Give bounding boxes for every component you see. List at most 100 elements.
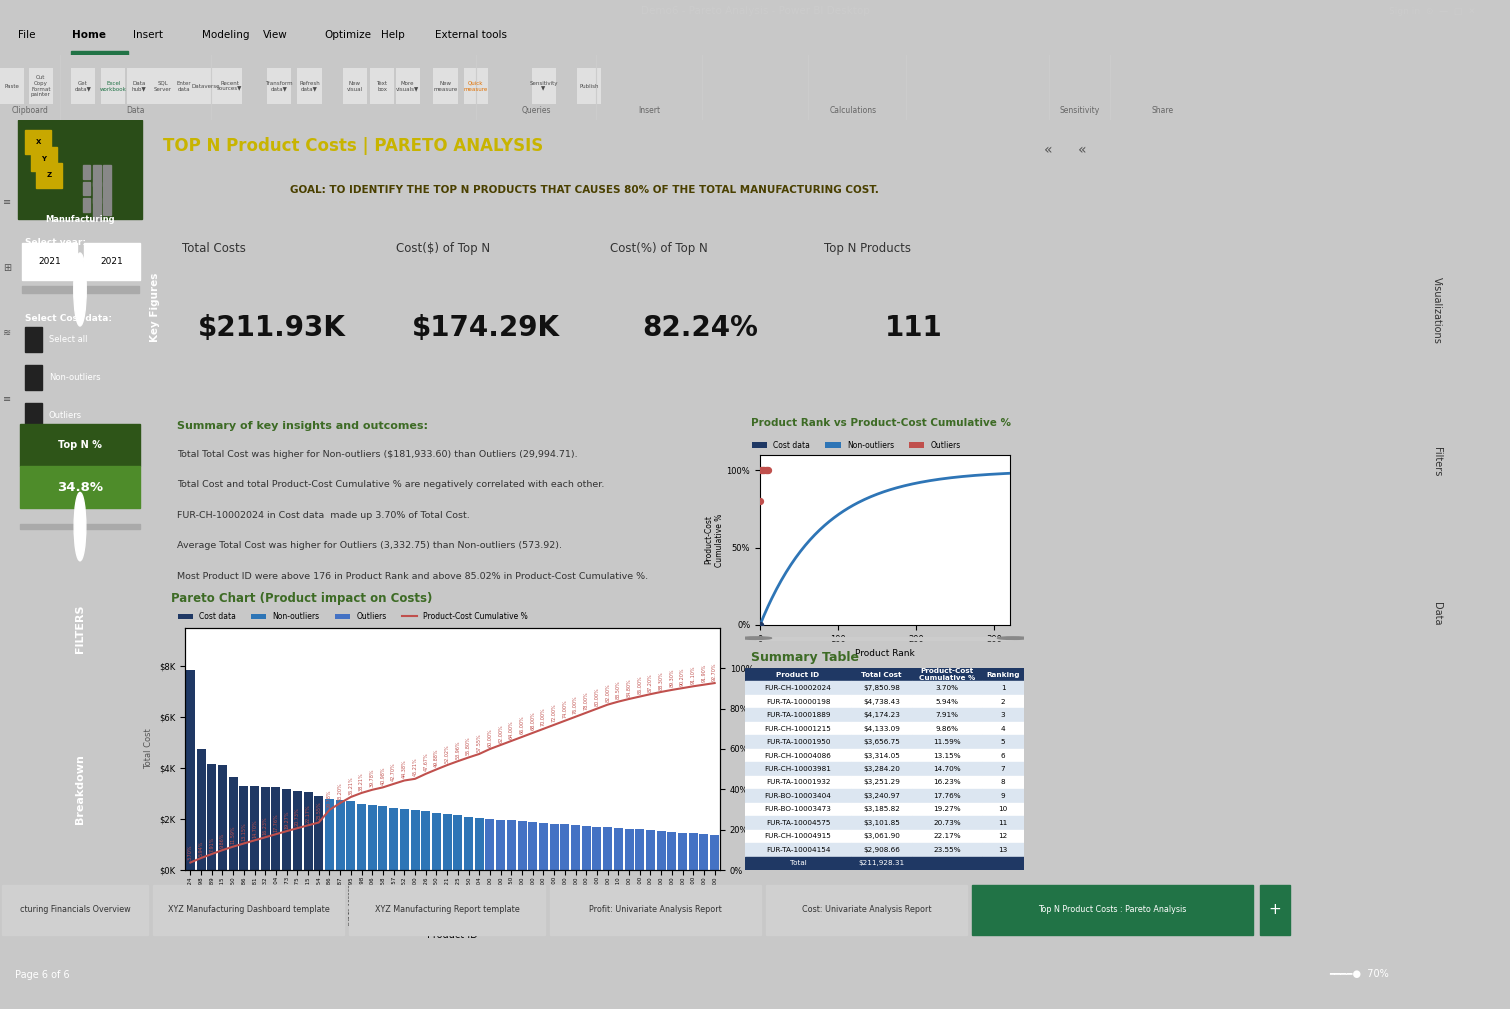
Text: 9.86%: 9.86% <box>936 725 959 732</box>
Bar <box>71 68 95 104</box>
Bar <box>20 524 140 529</box>
Bar <box>852 681 912 695</box>
Bar <box>390 807 399 870</box>
Text: 7.91%: 7.91% <box>936 712 959 718</box>
Text: Most Product ID were above 176 in Product Rank and above 85.02% in Product-Cost : Most Product ID were above 176 in Produc… <box>177 572 648 581</box>
Text: 91.10%: 91.10% <box>690 665 696 684</box>
Text: Top N %: Top N % <box>57 440 103 450</box>
Text: XYZ Manufacturing Dashboard template: XYZ Manufacturing Dashboard template <box>168 905 329 914</box>
Text: 38.21%: 38.21% <box>359 772 364 790</box>
Text: $3,061.90: $3,061.90 <box>864 833 900 839</box>
Bar <box>239 786 249 870</box>
Bar <box>251 786 260 870</box>
Bar <box>646 830 655 870</box>
Text: Transform
data▼: Transform data▼ <box>266 81 293 92</box>
Point <box>753 462 778 478</box>
Bar <box>193 68 217 104</box>
Bar <box>21 287 139 293</box>
Bar <box>71 51 128 55</box>
Text: 57.55%: 57.55% <box>477 733 482 752</box>
Text: FUR-CH-10002024: FUR-CH-10002024 <box>764 685 832 691</box>
Bar <box>613 828 624 870</box>
Text: Recent
sources▼: Recent sources▼ <box>217 81 242 92</box>
Bar <box>282 789 291 870</box>
Circle shape <box>998 637 1028 640</box>
Point <box>752 462 776 478</box>
Bar <box>982 681 1024 695</box>
Text: 19.27%: 19.27% <box>284 810 288 828</box>
Bar <box>912 695 982 708</box>
Text: $4,738.43: $4,738.43 <box>864 698 900 704</box>
Text: 1: 1 <box>1001 685 1006 691</box>
Bar <box>744 857 852 870</box>
Text: FUR-TA-10001950: FUR-TA-10001950 <box>766 739 831 745</box>
Bar <box>852 762 912 776</box>
Bar <box>912 844 982 857</box>
Text: 36.21%: 36.21% <box>349 776 353 794</box>
Point <box>747 616 772 633</box>
Point <box>755 462 779 478</box>
Text: Sensitivity
▼: Sensitivity ▼ <box>530 81 557 92</box>
Text: $3,656.75: $3,656.75 <box>864 739 900 745</box>
Text: Filters: Filters <box>1431 447 1442 476</box>
Text: 16.23%: 16.23% <box>263 816 267 834</box>
Text: Total Cost: Total Cost <box>862 672 901 678</box>
Text: Optimize: Optimize <box>325 30 371 40</box>
Bar <box>186 670 195 870</box>
Text: 64.00%: 64.00% <box>509 719 513 739</box>
Text: Sensitivity: Sensitivity <box>1060 106 1099 115</box>
Text: 4: 4 <box>1001 725 1006 732</box>
Text: Queries: Queries <box>521 106 551 115</box>
Bar <box>550 885 761 935</box>
Text: Clipboard: Clipboard <box>12 106 48 115</box>
Bar <box>982 816 1024 829</box>
Bar <box>982 695 1024 708</box>
Bar <box>464 68 488 104</box>
Text: Data: Data <box>1431 602 1442 626</box>
Bar <box>497 819 506 870</box>
Text: Demo6 - Pareto Analysis - Power BI Desktop: Demo6 - Pareto Analysis - Power BI Deskt… <box>640 6 870 16</box>
Circle shape <box>741 637 772 640</box>
Bar <box>103 199 112 215</box>
Bar <box>852 721 912 736</box>
Text: 2: 2 <box>1001 698 1006 704</box>
Text: 7: 7 <box>1001 766 1006 772</box>
Text: Cost($) of Top N: Cost($) of Top N <box>396 242 491 255</box>
Text: 42.70%: 42.70% <box>391 763 396 781</box>
Bar <box>293 791 302 870</box>
Text: 84.80%: 84.80% <box>627 678 631 696</box>
Bar <box>0 68 24 104</box>
Text: Modeling: Modeling <box>202 30 249 40</box>
Bar <box>346 801 355 870</box>
Text: External tools: External tools <box>435 30 507 40</box>
Bar <box>744 721 852 736</box>
Bar <box>912 829 982 844</box>
Text: $3,251.29: $3,251.29 <box>864 780 900 785</box>
Text: TOP N Product Costs | PARETO ANALYSIS: TOP N Product Costs | PARETO ANALYSIS <box>163 137 542 155</box>
X-axis label: Product Rank: Product Rank <box>855 649 915 658</box>
Bar <box>379 806 388 870</box>
Text: 53.96%: 53.96% <box>456 741 461 759</box>
Bar <box>94 182 101 203</box>
Bar <box>103 182 112 199</box>
Text: $2,908.66: $2,908.66 <box>864 847 900 853</box>
Bar <box>83 164 91 179</box>
Bar <box>971 885 1253 935</box>
Bar <box>636 829 645 870</box>
Bar <box>356 804 365 870</box>
Bar <box>852 829 912 844</box>
Text: Data: Data <box>127 106 145 115</box>
Text: View: View <box>263 30 287 40</box>
Text: 40.98%: 40.98% <box>381 767 385 785</box>
Text: Ranking: Ranking <box>986 672 1019 678</box>
Text: 11.59%: 11.59% <box>231 825 236 845</box>
Text: $3,101.85: $3,101.85 <box>864 820 900 826</box>
Text: Select year:: Select year: <box>26 238 86 247</box>
Text: Home: Home <box>72 30 107 40</box>
Bar <box>912 668 982 681</box>
Text: 16.23%: 16.23% <box>933 780 960 785</box>
Bar <box>744 668 852 681</box>
Bar <box>982 844 1024 857</box>
Bar <box>36 163 62 188</box>
Text: Quick
measure: Quick measure <box>464 81 488 92</box>
